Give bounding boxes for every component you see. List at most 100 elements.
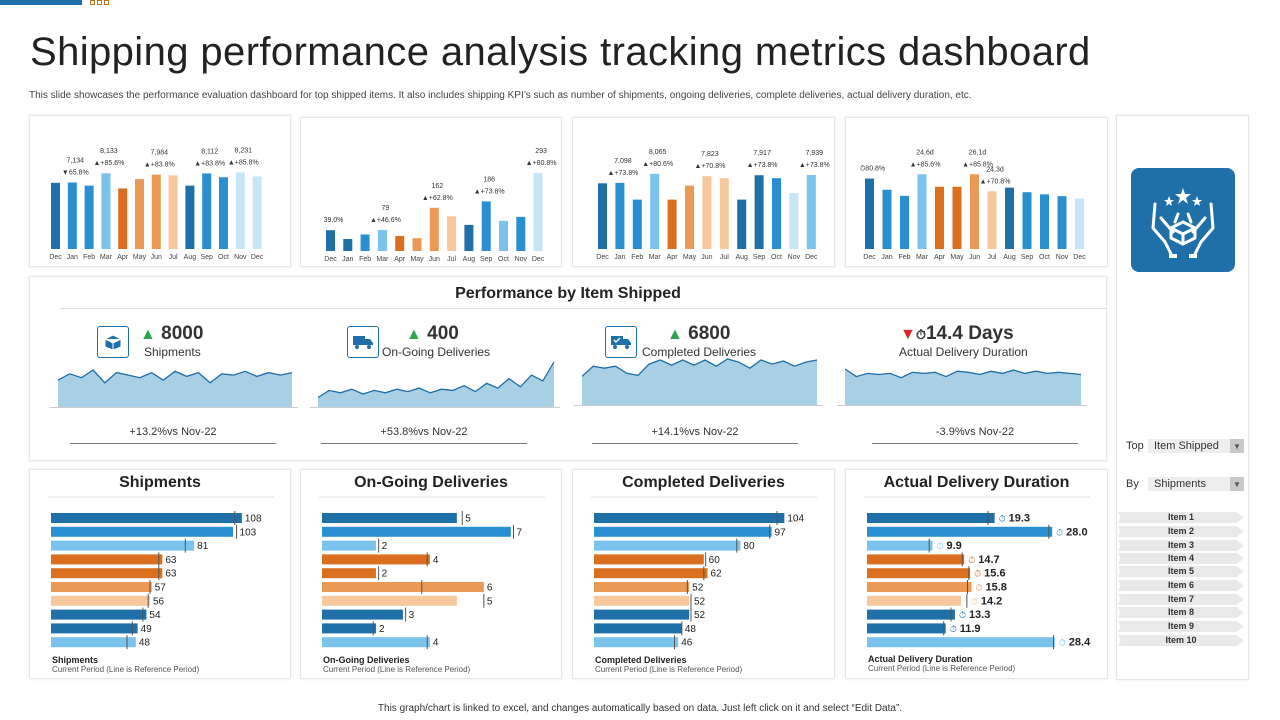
bar-dec-12[interactable] xyxy=(806,175,816,249)
hbar-item-2[interactable] xyxy=(867,526,1053,537)
by-filter-select[interactable]: Shipments ▼ xyxy=(1148,477,1244,491)
bar-nov-11[interactable] xyxy=(789,193,799,249)
bar-jul-7[interactable] xyxy=(447,216,457,251)
hbar-item-6[interactable] xyxy=(594,582,690,592)
hbar-item-3[interactable] xyxy=(51,540,195,551)
hbar-item-5[interactable] xyxy=(867,568,971,579)
item-shipments-chart[interactable]: 108 103 81 63 63 57 56 54 49 48 xyxy=(30,470,292,680)
hbar-item-10[interactable] xyxy=(594,637,679,648)
item-duration-chart[interactable]: ⏱ 19.3⏱ 28.0⏱ 9.9⏱ 14.7⏱ 15.6⏱ 15.8⏱ 14.2⏱ 13.3⏱… xyxy=(846,470,1109,680)
hbar-item-5[interactable] xyxy=(322,568,376,579)
hbar-item-4[interactable] xyxy=(51,554,163,565)
bar-jun-6[interactable] xyxy=(151,174,161,249)
monthly-shipments-chart[interactable]: Dec Jan Feb Mar Apr May Jun Jul Aug Sep Oct Nov Dec 7… xyxy=(30,116,292,268)
bar-jan-1[interactable] xyxy=(67,182,77,249)
bar-jan-1[interactable] xyxy=(615,182,625,249)
monthly-duration-chart[interactable]: Dec Jan Feb Mar Apr May Jun Jul Aug Sep Oct Nov Dec ⏱… xyxy=(846,118,1109,268)
filter-item-10[interactable]: Item 10 xyxy=(1118,635,1244,646)
bar-mar-3[interactable] xyxy=(101,173,111,249)
hbar-item-4[interactable] xyxy=(867,554,965,565)
hbar-item-4[interactable] xyxy=(594,554,704,565)
hbar-item-1[interactable] xyxy=(867,513,995,523)
filter-item-7[interactable]: Item 7 xyxy=(1118,594,1244,605)
bar-mar-3[interactable] xyxy=(917,174,927,249)
hbar-item-3[interactable] xyxy=(867,540,933,551)
hbar-item-7[interactable] xyxy=(867,595,961,606)
bar-may-5[interactable] xyxy=(412,238,422,251)
top-filter-select[interactable]: Item Shipped ▼ xyxy=(1148,439,1244,453)
bar-feb-2[interactable] xyxy=(900,195,909,249)
bar-dec-0[interactable] xyxy=(865,178,874,249)
monthly-completed-chart[interactable]: Dec Jan Feb Mar Apr May Jun Jul Aug Sep Oct Nov Dec 7… xyxy=(573,118,836,268)
chevron-down-icon[interactable]: ▼ xyxy=(1230,439,1244,453)
bar-jul-7[interactable] xyxy=(168,175,178,249)
hbar-item-6[interactable] xyxy=(51,582,152,592)
by-filter[interactable]: By Shipments ▼ xyxy=(1118,476,1244,492)
bar-apr-4[interactable] xyxy=(935,186,944,249)
filter-item-2[interactable]: Item 2 xyxy=(1118,526,1244,537)
bar-jul-7[interactable] xyxy=(719,178,729,249)
hbar-item-7[interactable] xyxy=(322,595,457,606)
hbar-item-10[interactable] xyxy=(51,637,136,648)
bar-dec-0[interactable] xyxy=(598,183,607,249)
hbar-item-10[interactable] xyxy=(322,637,430,648)
hbar-item-3[interactable] xyxy=(322,540,376,551)
bar-may-5[interactable] xyxy=(685,185,694,249)
hbar-item-5[interactable] xyxy=(51,568,163,579)
bar-dec-12[interactable] xyxy=(533,172,543,251)
bar-apr-4[interactable] xyxy=(395,236,405,251)
bar-oct-10[interactable] xyxy=(499,220,508,251)
bar-aug-8[interactable] xyxy=(185,185,195,249)
bar-oct-10[interactable] xyxy=(772,178,781,249)
hbar-item-10[interactable] xyxy=(867,637,1055,648)
filter-item-1[interactable]: Item 1 xyxy=(1118,512,1244,523)
bar-mar-3[interactable] xyxy=(377,229,387,251)
bar-may-5[interactable] xyxy=(952,186,962,249)
top-filter[interactable]: Top Item Shipped ▼ xyxy=(1118,438,1244,454)
bar-oct-10[interactable] xyxy=(1040,194,1049,249)
filter-item-5[interactable]: Item 5 xyxy=(1118,566,1244,577)
filter-item-3[interactable]: Item 3 xyxy=(1118,540,1244,551)
bar-feb-2[interactable] xyxy=(360,234,370,251)
hbar-item-8[interactable] xyxy=(51,609,147,620)
bar-sep-9[interactable] xyxy=(202,173,212,249)
bar-dec-12[interactable] xyxy=(252,176,262,249)
hbar-item-1[interactable] xyxy=(594,513,785,523)
bar-jun-6[interactable] xyxy=(702,176,712,249)
bar-sep-9[interactable] xyxy=(481,201,491,251)
bar-jun-6[interactable] xyxy=(429,207,439,251)
filter-item-6[interactable]: Item 6 xyxy=(1118,580,1244,591)
bar-nov-11[interactable] xyxy=(1057,196,1067,249)
hbar-item-1[interactable] xyxy=(51,513,242,523)
hbar-item-2[interactable] xyxy=(322,526,511,537)
hbar-item-7[interactable] xyxy=(594,595,690,606)
bar-aug-8[interactable] xyxy=(1005,187,1014,249)
hbar-item-2[interactable] xyxy=(594,526,772,537)
hbar-item-5[interactable] xyxy=(594,568,708,579)
bar-jan-1[interactable] xyxy=(343,239,353,251)
bar-apr-4[interactable] xyxy=(118,188,128,249)
bar-mar-3[interactable] xyxy=(650,173,660,249)
bar-jan-1[interactable] xyxy=(882,189,892,249)
bar-dec-0[interactable] xyxy=(51,182,60,249)
filter-item-4[interactable]: Item 4 xyxy=(1118,553,1244,564)
bar-apr-4[interactable] xyxy=(667,199,677,249)
hbar-item-6[interactable] xyxy=(322,582,484,592)
hbar-item-9[interactable] xyxy=(322,623,376,634)
hbar-item-4[interactable] xyxy=(322,554,430,565)
hbar-item-8[interactable] xyxy=(594,609,690,620)
hbar-item-1[interactable] xyxy=(322,513,457,523)
bar-may-5[interactable] xyxy=(135,179,144,249)
hbar-item-2[interactable] xyxy=(51,526,234,537)
bar-feb-2[interactable] xyxy=(632,199,642,249)
bar-sep-9[interactable] xyxy=(754,175,764,249)
bar-jul-7[interactable] xyxy=(987,191,997,249)
filter-item-8[interactable]: Item 8 xyxy=(1118,607,1244,618)
hbar-item-7[interactable] xyxy=(51,595,150,606)
bar-dec-12[interactable] xyxy=(1075,198,1084,249)
bar-aug-8[interactable] xyxy=(737,199,747,249)
hbar-item-8[interactable] xyxy=(867,609,955,620)
hbar-item-9[interactable] xyxy=(867,623,946,634)
bar-dec-0[interactable] xyxy=(326,230,335,251)
